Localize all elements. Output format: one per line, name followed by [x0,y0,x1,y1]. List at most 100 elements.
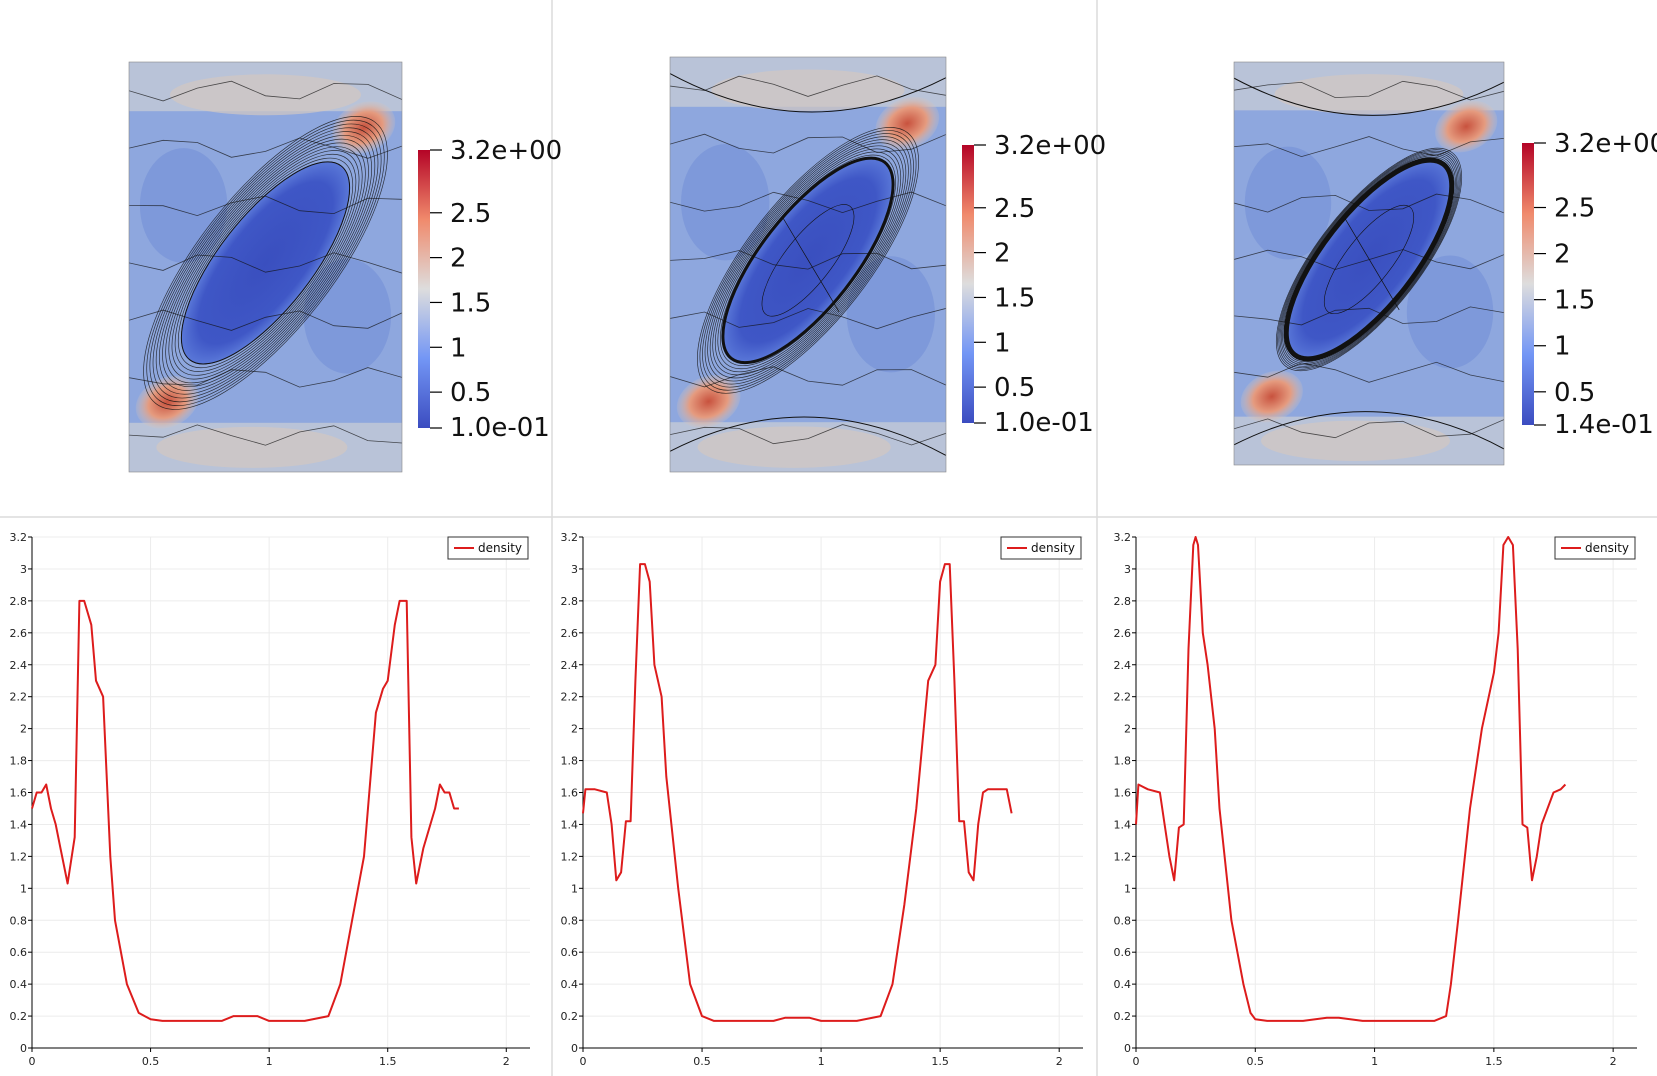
colorbar-tick-label: 0.5 [450,378,491,408]
colorbar-tick-label: 1 [994,328,1011,358]
y-tick-label: 1.4 [10,818,28,831]
colorbar-max-label: 3.2e+00 [450,136,562,166]
colorbar-tick-label: 2 [450,244,467,274]
colorbar-tick-label: 2.5 [450,199,491,229]
y-tick-label: 0.4 [10,978,28,991]
colorbar-gradient [962,145,974,423]
y-tick-label: 0.6 [10,946,28,959]
y-tick-label: 2.4 [10,659,28,672]
y-tick-label: 1.2 [10,850,28,863]
y-tick-label: 1.4 [561,818,579,831]
colorbar-tick-label: 2 [994,239,1011,269]
y-tick-label: 1.2 [561,850,579,863]
y-tick-label: 2.2 [1114,691,1132,704]
y-tick-label: 1 [1124,882,1131,895]
y-tick-label: 2.2 [561,691,579,704]
y-tick-label: 0 [20,1042,27,1055]
y-tick-label: 0.6 [1114,946,1132,959]
y-tick-label: 3 [20,563,27,576]
legend: density [447,536,529,560]
colorbar-tick-label: 0.5 [994,373,1035,403]
x-tick-label: 0.5 [1247,1055,1265,1068]
y-tick-label: 2 [1124,723,1131,736]
x-tick-label: 0 [580,1055,587,1068]
x-tick-label: 1 [266,1055,273,1068]
density-field-panel-2: 3.2e+00 1.0e-01 2.5 2 1.5 1 0.5 [669,56,1106,473]
x-tick-label: 0 [1133,1055,1140,1068]
y-tick-label: 0.8 [1114,914,1132,927]
y-tick-label: 3 [1124,563,1131,576]
y-tick-label: 1.4 [1114,818,1132,831]
field-image [129,62,402,472]
colorbar-gradient [418,150,430,428]
line-chart-2: 0 0.2 0.4 0.6 0.8 1 1.2 1.4 1.6 1.8 2 2.2 2.4 2.6 2.8 3… [561,531,1083,1068]
series-line-density [1135,536,1567,1022]
y-tick-label: 2.8 [561,595,579,608]
y-tick-label: 2.6 [1114,627,1132,640]
colorbar-min-label: 1.0e-01 [450,413,550,443]
legend-label: density [478,541,522,555]
y-tick-label: 0 [1124,1042,1131,1055]
legend-box [1554,536,1636,560]
colorbar-tick-label: 1 [1554,332,1571,362]
x-tick-label: 2 [1056,1055,1063,1068]
legend: density [1000,536,1082,560]
colorbar-tick-label: 1.5 [1554,286,1595,316]
legend-box [1000,536,1082,560]
x-tick-label: 1.5 [1485,1055,1503,1068]
x-tick-label: 0.5 [142,1055,160,1068]
y-tick-label: 3 [571,563,578,576]
x-tick-label: 1.5 [379,1055,397,1068]
x-tick-label: 0.5 [693,1055,711,1068]
colorbar: 3.2e+00 1.4e-01 2.5 2 1.5 1 0.5 [1522,129,1657,440]
colorbar-tick-label: 1.5 [450,288,491,318]
density-field-panel-1: 3.2e+00 1.0e-01 2.5 2 1.5 1 0.5 [128,61,562,473]
series-line-density [582,563,1013,1022]
y-tick-label: 2.2 [10,691,28,704]
y-tick-label: 2.8 [10,595,28,608]
y-tick-label: 1.8 [1114,755,1132,768]
field-image [1234,62,1504,465]
y-tick-label: 0 [571,1042,578,1055]
y-tick-label: 0.2 [10,1010,28,1023]
series-line-density [31,599,459,1022]
colorbar-tick-label: 0.5 [1554,378,1595,408]
y-tick-label: 3.2 [561,531,579,544]
field-image [670,57,946,472]
y-tick-label: 3.2 [10,531,28,544]
x-tick-label: 0 [29,1055,36,1068]
colorbar-max-label: 3.2e+00 [994,131,1106,161]
colorbar-min-label: 1.0e-01 [994,408,1094,438]
y-tick-label: 1.2 [1114,850,1132,863]
y-tick-label: 2 [20,723,27,736]
y-tick-label: 0.2 [1114,1010,1132,1023]
density-plot-row: 0 0.2 0.4 0.6 0.8 1 1.2 1.4 1.6 1.8 2 2.2 2.4 2.6 2.8 3… [10,531,1637,1068]
legend-label: density [1031,541,1075,555]
y-tick-label: 0.4 [561,978,579,991]
y-tick-label: 2 [571,723,578,736]
line-chart-1: 0 0.2 0.4 0.6 0.8 1 1.2 1.4 1.6 1.8 2 2.2 2.4 2.6 2.8 3… [10,531,530,1068]
colorbar-max-label: 3.2e+00 [1554,129,1657,159]
x-tick-label: 1 [1371,1055,1378,1068]
y-tick-label: 2.8 [1114,595,1132,608]
x-tick-label: 1 [818,1055,825,1068]
y-tick-label: 0.8 [10,914,28,927]
y-tick-label: 2.4 [1114,659,1132,672]
density-field-panel-3: 3.2e+00 1.4e-01 2.5 2 1.5 1 0.5 [1233,61,1657,466]
colorbar: 3.2e+00 1.0e-01 2.5 2 1.5 1 0.5 [418,136,562,443]
x-tick-label: 1.5 [931,1055,949,1068]
colorbar-gradient [1522,143,1534,425]
y-tick-label: 2.6 [10,627,28,640]
line-chart-3: 0 0.2 0.4 0.6 0.8 1 1.2 1.4 1.6 1.8 2 2.2 2.4 2.6 2.8 3… [1114,531,1637,1068]
legend-box [447,536,529,560]
colorbar-tick-label: 1 [450,333,467,363]
colorbar-tick-label: 2.5 [994,194,1035,224]
y-tick-label: 2.6 [561,627,579,640]
y-tick-label: 1 [20,882,27,895]
legend: density [1554,536,1636,560]
y-tick-label: 0.8 [561,914,579,927]
colorbar-tick-label: 2.5 [1554,194,1595,224]
y-tick-label: 0.2 [561,1010,579,1023]
y-tick-label: 1 [571,882,578,895]
